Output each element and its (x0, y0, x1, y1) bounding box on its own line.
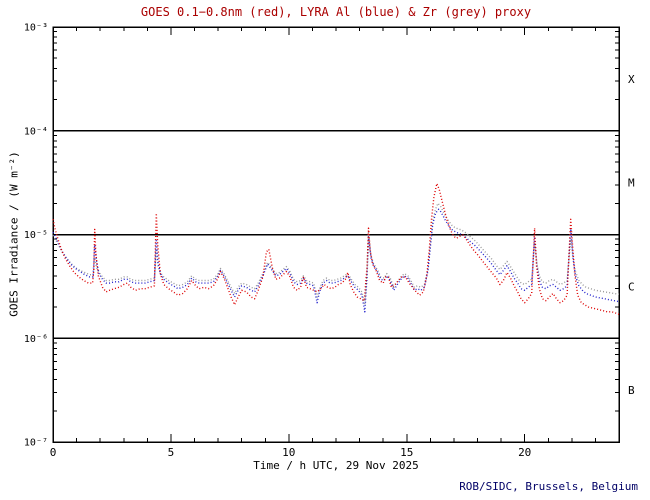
y-tick-label: 10⁻⁴ (24, 126, 48, 137)
x-tick-label: 20 (518, 446, 531, 459)
x-tick-label: 0 (50, 446, 57, 459)
axis-tick-labels: 0 5 10 15 20 10⁻³ 10⁻⁴ 10⁻⁵ 10⁻⁶ 10⁻⁷ (24, 23, 531, 460)
y-tick-label: 10⁻⁶ (24, 334, 48, 345)
axes (52, 26, 620, 443)
y-tick-label: 10⁻³ (24, 23, 48, 34)
x-tick-label: 15 (400, 446, 413, 459)
y-tick-label: 10⁻⁵ (24, 230, 48, 241)
chart-title: GOES 0.1−0.8nm (red), LYRA Al (blue) & Z… (140, 5, 532, 19)
credit-line: ROB/SIDC, Brussels, Belgium (459, 480, 638, 493)
x-tick-label: 5 (168, 446, 175, 459)
flare-class-label: X (628, 73, 635, 86)
y-axis-title: GOES Irradiance / (W m⁻²) (7, 151, 21, 317)
flare-class-label: C (628, 280, 635, 293)
series-lyra-al-proxy (52, 208, 620, 313)
series-goes-0-1-0-8nm (52, 182, 620, 315)
flare-class-labels: X M C B (628, 73, 635, 397)
flare-class-label: B (628, 384, 635, 397)
axis-ticks (52, 26, 620, 443)
flare-class-label: M (628, 177, 635, 190)
x-tick-label: 10 (282, 446, 295, 459)
x-axis-title: Time / h UTC, 29 Nov 2025 (253, 459, 419, 472)
data-series (52, 182, 620, 315)
y-tick-label: 10⁻⁷ (24, 438, 48, 449)
